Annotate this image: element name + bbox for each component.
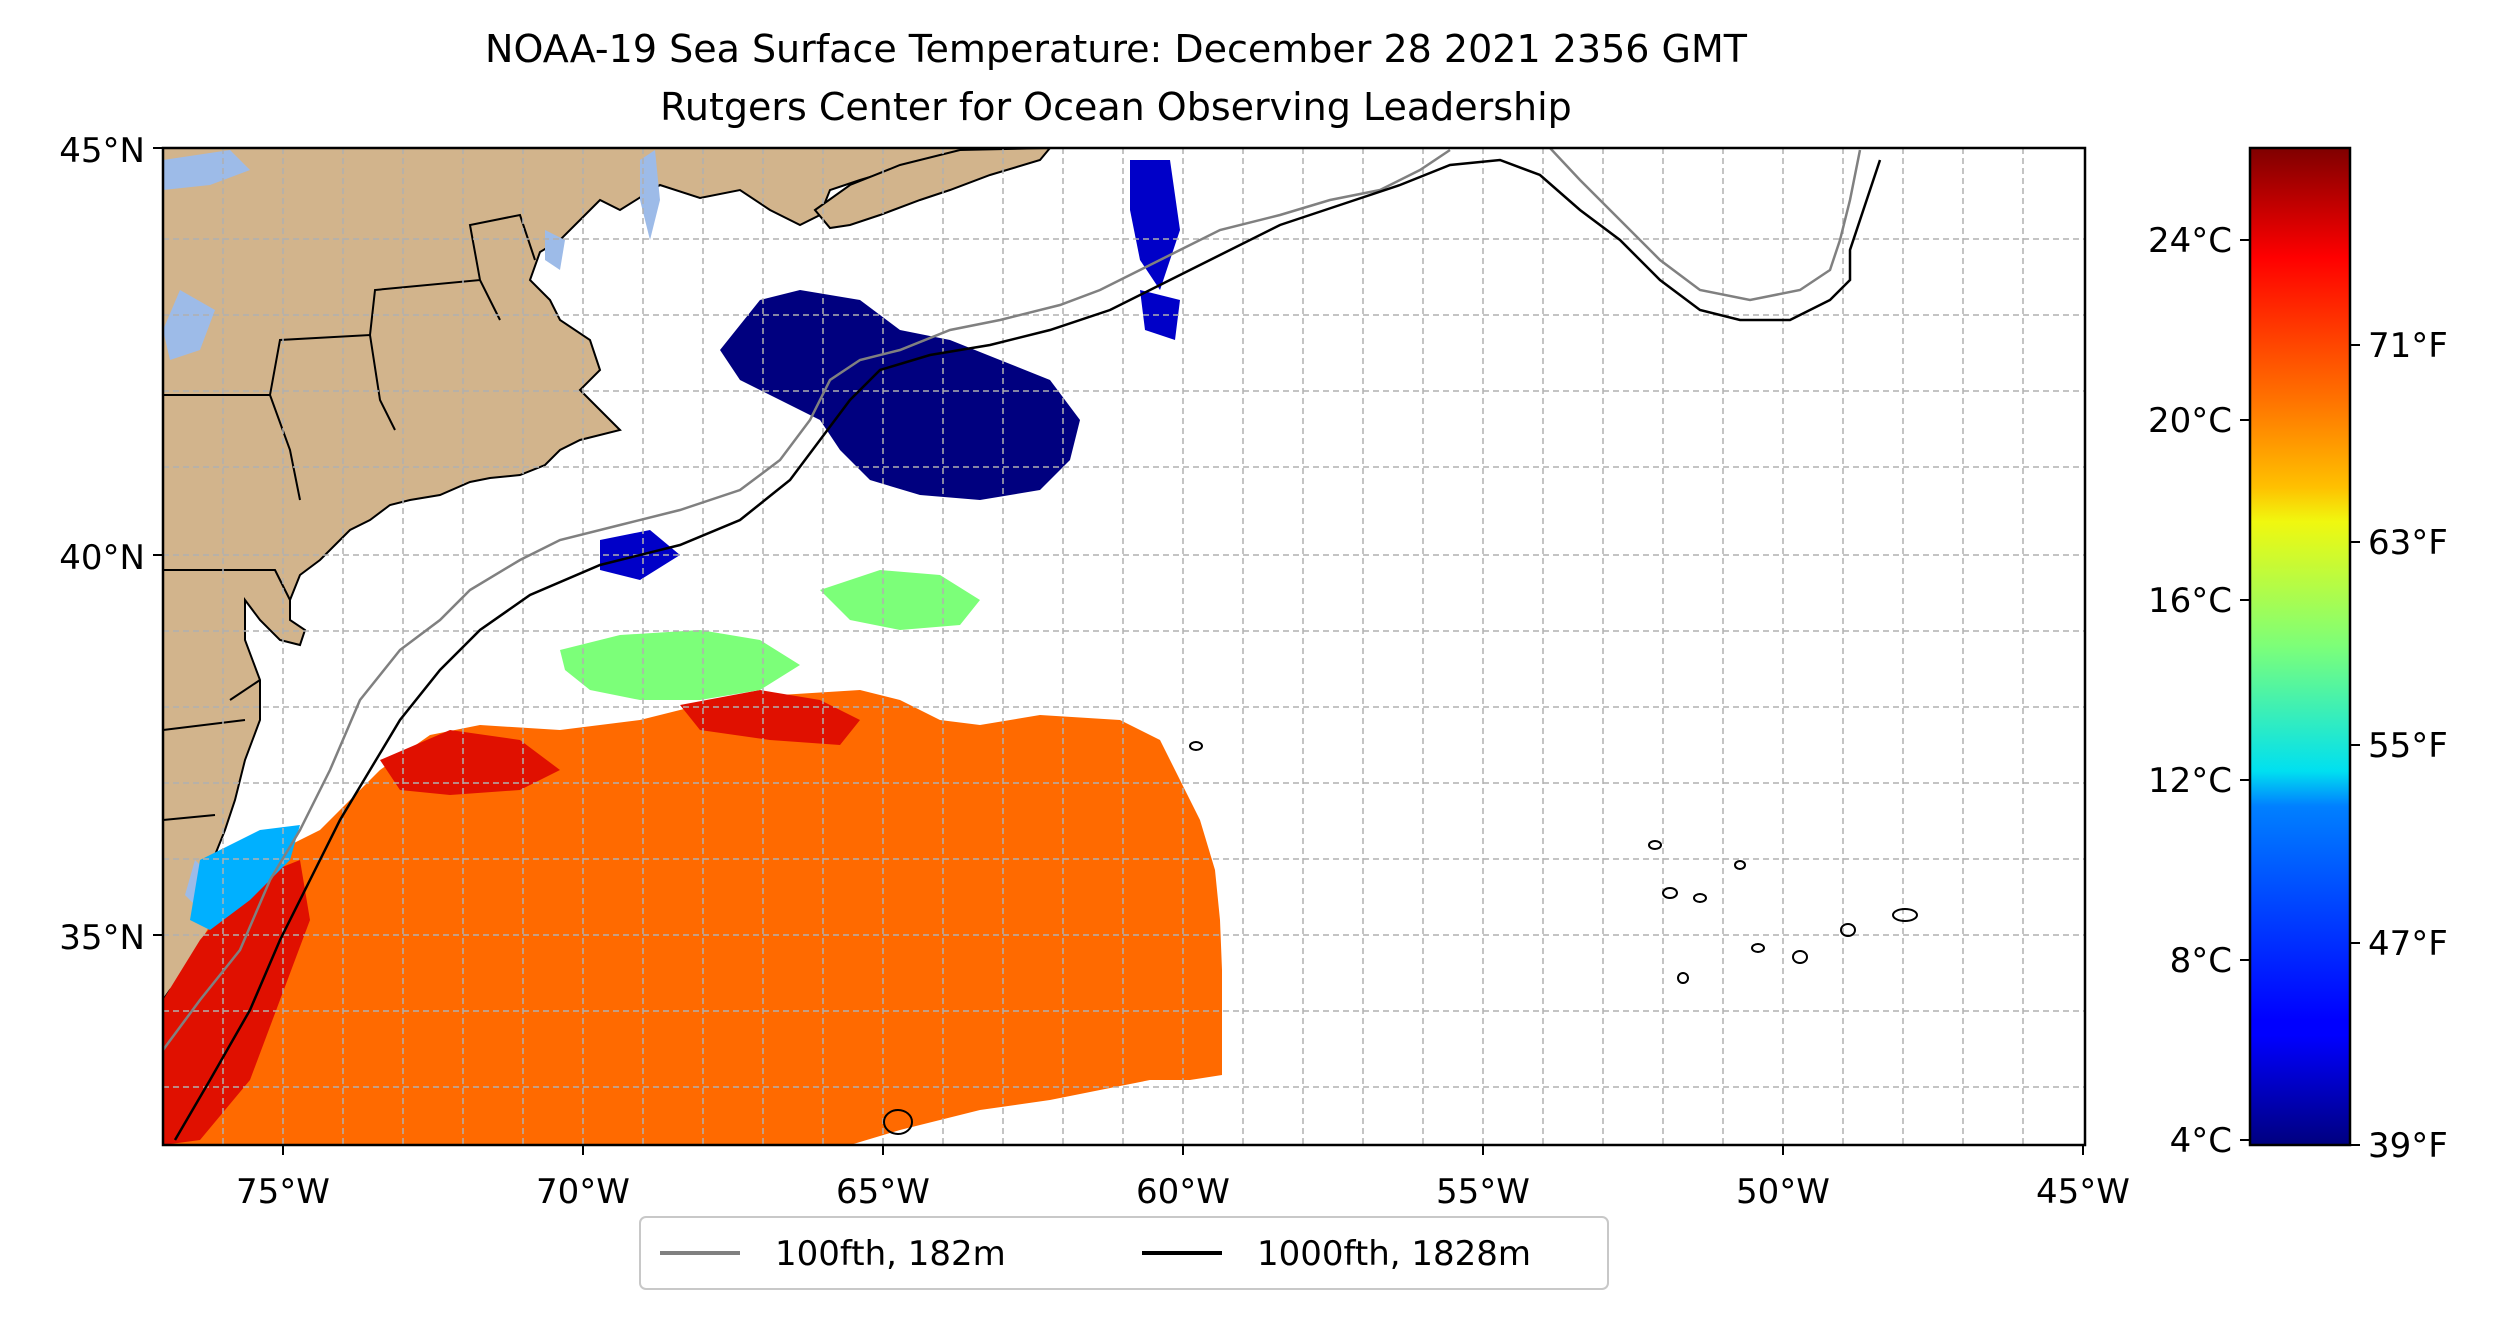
colorbar-gradient <box>2248 146 2352 1147</box>
y-tick-label: 35°N <box>59 918 145 958</box>
sst-coastal-gradient <box>190 825 300 930</box>
legend: 100fth, 182m 1000fth, 1828m <box>639 1216 1609 1290</box>
sst-data-layer <box>163 160 1222 1145</box>
x-tick-label: 75°W <box>236 1172 330 1212</box>
y-axis <box>153 147 163 936</box>
x-tick-label: 45°W <box>2036 1172 2130 1212</box>
colorbar-celsius-label: 8°C <box>2170 941 2232 981</box>
x-tick-label: 60°W <box>1136 1172 1230 1212</box>
contour-100fth <box>163 148 1451 1051</box>
sst-cool-band <box>560 570 980 700</box>
colorbar-fahrenheit-label: 63°F <box>2368 523 2448 563</box>
legend-box <box>639 1216 1609 1290</box>
colorbar-ticks <box>2240 239 2360 1146</box>
state-borders <box>163 213 536 821</box>
colorbar-fahrenheit-label: 39°F <box>2368 1126 2448 1166</box>
seamounts <box>883 741 1918 1135</box>
land-north-america <box>163 148 1051 1002</box>
colorbar-celsius-label: 24°C <box>2148 221 2232 261</box>
graticule <box>163 148 2085 1145</box>
colorbar-celsius-label: 20°C <box>2148 401 2232 441</box>
contour-1000fth <box>173 158 1882 1141</box>
map-panel <box>163 148 2085 1145</box>
x-axis <box>282 1145 2084 1155</box>
x-tick-label: 65°W <box>836 1172 930 1212</box>
contour-100fth-grand-banks <box>1549 148 1862 302</box>
colorbar-celsius-label: 12°C <box>2148 761 2232 801</box>
legend-label-1000fth: 1000fth, 1828m <box>1257 1234 1531 1274</box>
x-tick-label: 50°W <box>1736 1172 1830 1212</box>
x-tick-label: 70°W <box>536 1172 630 1212</box>
y-tick-label: 45°N <box>59 131 145 171</box>
colorbar-celsius-label: 4°C <box>2170 1121 2232 1161</box>
x-tick-label: 55°W <box>1436 1172 1530 1212</box>
colorbar-fahrenheit-label: 71°F <box>2368 326 2448 366</box>
title-line-2: Rutgers Center for Ocean Observing Leade… <box>660 85 1572 129</box>
map-frame <box>161 146 2087 1147</box>
y-tick-label: 40°N <box>59 538 145 578</box>
sst-cold-gulf-of-maine <box>720 290 1080 500</box>
colorbar-fahrenheit-label: 55°F <box>2368 726 2448 766</box>
sst-warm-region <box>163 690 1222 1145</box>
sst-cold-patches <box>600 160 1180 580</box>
legend-label-100fth: 100fth, 182m <box>775 1234 1006 1274</box>
sst-hot-core <box>163 690 860 1145</box>
land-nova-scotia <box>813 148 1052 230</box>
colorbar-celsius-label: 16°C <box>2148 581 2232 621</box>
colorbar-fahrenheit-label: 47°F <box>2368 924 2448 964</box>
title-line-1: NOAA-19 Sea Surface Temperature: Decembe… <box>485 27 1748 71</box>
